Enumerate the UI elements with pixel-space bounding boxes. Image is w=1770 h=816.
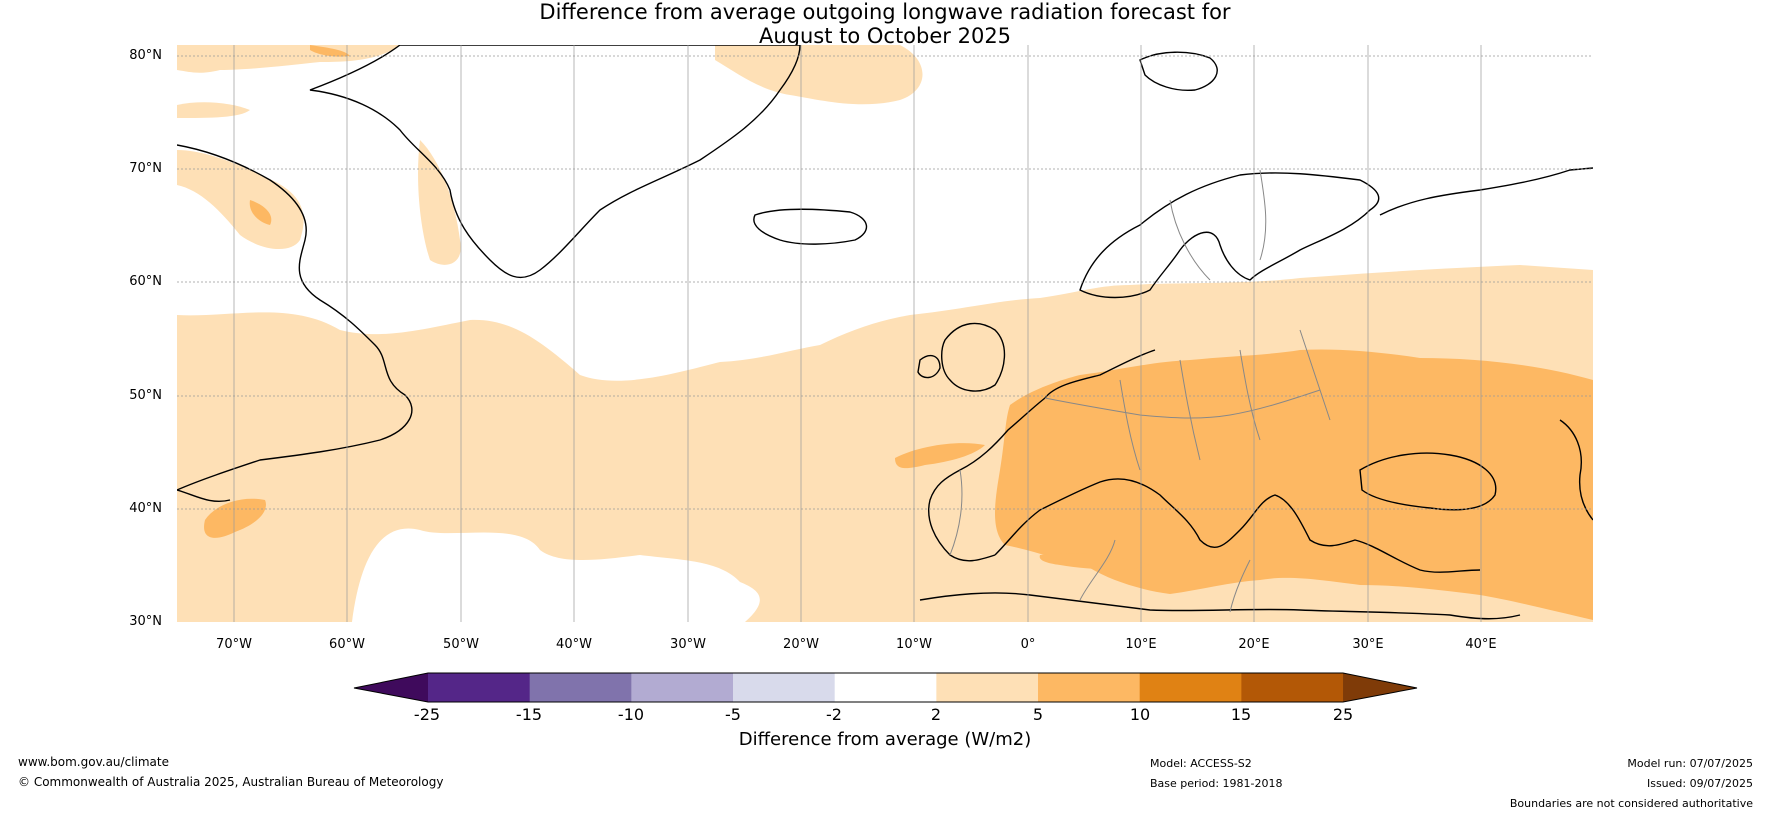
coastline-canada	[177, 144, 413, 491]
coastline-europe-atlantic	[928, 349, 1156, 562]
coastline-us-east	[177, 489, 231, 502]
lon-label-70w: 70°W	[216, 637, 252, 652]
anomaly-region-labrador	[177, 150, 304, 250]
footer-url: www.bom.gov.au/climate	[18, 755, 169, 769]
lon-label-10w: 10°W	[896, 637, 932, 652]
colorbar-segment	[936, 673, 1039, 702]
anomaly-region-nw-africa	[1039, 553, 1150, 570]
lon-label-60w: 60°W	[329, 637, 365, 652]
lon-label-30e: 30°E	[1352, 637, 1384, 652]
lat-label-30n: 30°N	[129, 614, 162, 629]
graticule	[177, 45, 1593, 622]
coastline-north-africa	[919, 592, 1521, 620]
anomaly-region-greenland-east	[418, 140, 461, 265]
borders-north-africa	[1079, 539, 1251, 613]
borders-scandinavia	[1169, 169, 1267, 281]
map-title: Difference from average outgoing longwav…	[0, 0, 1770, 48]
colorbar-segment	[631, 673, 734, 702]
footer-base-period: Base period: 1981-2018	[1150, 777, 1283, 790]
lat-label-80n: 80°N	[129, 48, 162, 63]
anomaly-region-hudson	[177, 102, 250, 118]
coastline-black-sea	[1359, 452, 1497, 511]
colorbar-segment	[1139, 673, 1242, 702]
anomaly-region-europe	[995, 349, 1593, 620]
colorbar-segment	[1241, 673, 1344, 702]
colorbar-tick-label: 10	[1129, 705, 1151, 724]
coastline-mediterranean	[994, 478, 1481, 573]
lon-label-40w: 40°W	[556, 637, 592, 652]
colorbar-tick-label: -15	[515, 705, 543, 724]
borders-central-europe	[1044, 329, 1331, 471]
footer-issued: Issued: 09/07/2025	[1646, 777, 1753, 790]
parallels	[177, 55, 1593, 510]
coastlines	[177, 45, 1593, 620]
footer-disclaimer: Boundaries are not considered authoritat…	[1509, 797, 1753, 810]
coastline-svalbard	[1139, 51, 1218, 92]
lon-label-10e: 10°E	[1125, 637, 1157, 652]
footer-model: Model: ACCESS-S2	[1150, 757, 1252, 770]
coastline-greenland	[309, 45, 801, 279]
meridians	[233, 45, 1482, 622]
colorbar-tick-label: -10	[617, 705, 645, 724]
coastline-scandinavia	[1079, 172, 1380, 299]
anomaly-region-us-east	[204, 498, 266, 538]
anomaly-region-iberia-west	[895, 443, 985, 469]
colorbar-tick-label: 15	[1230, 705, 1252, 724]
lat-label-60n: 60°N	[129, 274, 162, 289]
lat-label-40n: 40°N	[129, 501, 162, 516]
lon-label-0: 0°	[1020, 637, 1036, 652]
colorbar-extend-high	[1343, 673, 1417, 702]
colorbar-extend-low	[354, 673, 428, 702]
anomaly-region-arctic-small	[310, 45, 350, 57]
lon-label-20w: 20°W	[783, 637, 819, 652]
coastline-russia-north	[1379, 167, 1593, 216]
footer-model-run: Model run: 07/07/2025	[1627, 757, 1753, 770]
coastline-iceland	[753, 208, 868, 245]
lat-label-70n: 70°N	[129, 161, 162, 176]
colorbar-segment	[1038, 673, 1141, 702]
colorbar-tick-label: 2	[930, 705, 942, 724]
lon-label-40e: 40°E	[1465, 637, 1497, 652]
colorbar-tick-label: -25	[413, 705, 441, 724]
lon-label-20e: 20°E	[1238, 637, 1270, 652]
colorbar-title: Difference from average (W/m2)	[738, 729, 1032, 750]
anomaly-region-arctic-greenland	[715, 45, 923, 105]
colorbar-tick-label: 5	[1032, 705, 1044, 724]
map-title-line2: August to October 2025	[758, 24, 1012, 48]
footer-copyright: © Commonwealth of Australia 2025, Austra…	[18, 775, 444, 789]
colorbar-segments	[354, 673, 1417, 702]
colorbar-tick-label: 25	[1332, 705, 1354, 724]
colorbar-segment	[428, 673, 531, 702]
colorbar-segment	[529, 673, 632, 702]
colorbar-segment	[733, 673, 836, 702]
anomaly-region-labrador-small	[249, 200, 272, 225]
coastline-british-isles	[917, 322, 1006, 392]
colorbar-outline	[353, 672, 1418, 703]
map-title-line1: Difference from average outgoing longwav…	[539, 0, 1231, 24]
colorbar-tick-label: -2	[826, 705, 842, 724]
moderate-anomaly-fill	[204, 45, 1593, 620]
anomaly-region-baffin	[177, 45, 400, 73]
colorbar-segment	[834, 673, 937, 702]
colorbar-tick-label: -5	[725, 705, 741, 724]
borders-iberia	[949, 469, 963, 556]
lat-label-50n: 50°N	[129, 388, 162, 403]
country-borders	[949, 169, 1331, 613]
lon-label-30w: 30°W	[670, 637, 706, 652]
lon-label-50w: 50°W	[443, 637, 479, 652]
